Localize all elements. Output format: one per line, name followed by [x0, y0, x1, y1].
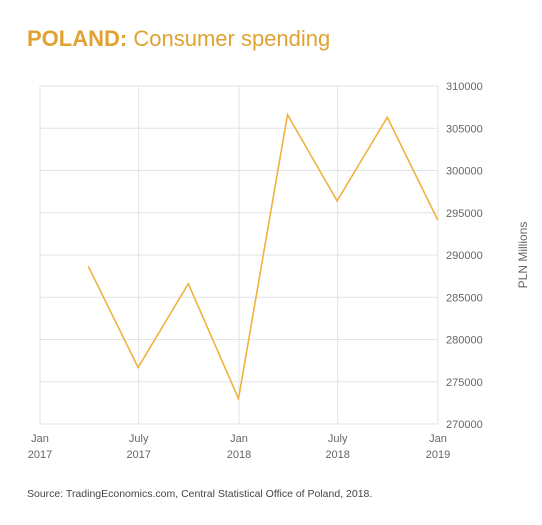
series-point — [386, 116, 389, 119]
y-tick-label: 290000 — [446, 250, 483, 262]
x-tick-label-month: Jan — [31, 433, 49, 445]
source-note: Source: TradingEconomics.com, Central St… — [27, 488, 373, 500]
y-tick-label: 285000 — [446, 292, 483, 304]
series-point — [286, 113, 289, 116]
x-tick-label-year: 2018 — [325, 449, 349, 461]
series-point — [87, 266, 90, 268]
y-tick-label: 295000 — [446, 208, 483, 220]
series-point — [137, 366, 139, 369]
x-tick-label-year: 2017 — [126, 449, 150, 461]
series-point — [436, 218, 439, 221]
y-tick-label: 305000 — [446, 123, 483, 135]
y-tick-label: 300000 — [446, 166, 483, 178]
x-tick-label-year: 2017 — [28, 449, 52, 461]
series-point — [187, 282, 190, 285]
y-tick-label: 280000 — [446, 335, 483, 347]
x-tick-label-year: 2019 — [426, 449, 450, 461]
y-tick-label: 275000 — [446, 377, 483, 389]
x-tick-label-month: July — [129, 433, 149, 445]
chart-title: POLAND: Consumer spending — [27, 26, 330, 52]
y-tick-label: 270000 — [446, 419, 483, 431]
chart-title-country: POLAND: — [27, 26, 128, 51]
x-tick-label-month: Jan — [429, 433, 447, 445]
line-chart: 270000 275000 280000 285000 290000 295000 3000… — [28, 81, 530, 461]
x-tick-label-year: 2018 — [227, 449, 251, 461]
chart-title-subject: Consumer spending — [133, 26, 331, 51]
x-tick-label-month: July — [328, 433, 348, 445]
x-tick-label-month: Jan — [230, 433, 248, 445]
series-line — [87, 112, 439, 402]
series-point — [336, 200, 338, 202]
y-tick-label: 310000 — [446, 81, 483, 93]
series-point — [237, 397, 240, 400]
y-axis-label: PLN Millions — [516, 222, 530, 289]
